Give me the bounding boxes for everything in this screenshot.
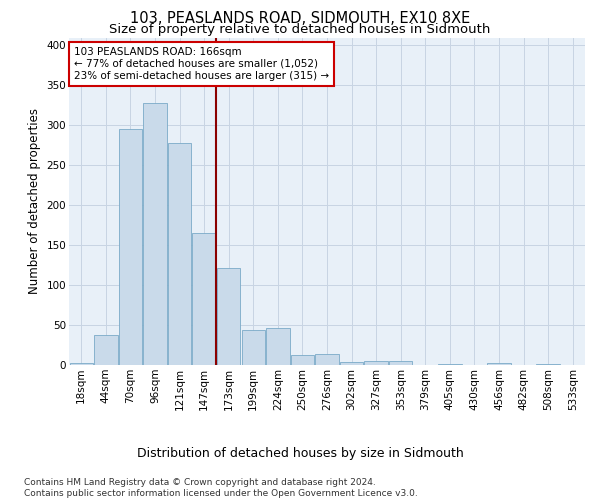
Bar xyxy=(70,362,93,365)
Text: Distribution of detached houses by size in Sidmouth: Distribution of detached houses by size … xyxy=(137,448,463,460)
Bar xyxy=(364,361,388,365)
Text: 103, PEASLANDS ROAD, SIDMOUTH, EX10 8XE: 103, PEASLANDS ROAD, SIDMOUTH, EX10 8XE xyxy=(130,11,470,26)
Text: Size of property relative to detached houses in Sidmouth: Size of property relative to detached ho… xyxy=(109,24,491,36)
Bar xyxy=(389,361,412,365)
Bar xyxy=(340,362,363,365)
Bar xyxy=(143,103,167,365)
Bar xyxy=(316,354,338,365)
Bar xyxy=(168,143,191,365)
Bar xyxy=(438,364,461,365)
Y-axis label: Number of detached properties: Number of detached properties xyxy=(28,108,41,294)
Text: 103 PEASLANDS ROAD: 166sqm
← 77% of detached houses are smaller (1,052)
23% of s: 103 PEASLANDS ROAD: 166sqm ← 77% of deta… xyxy=(74,48,329,80)
Bar xyxy=(119,130,142,365)
Bar xyxy=(291,354,314,365)
Bar xyxy=(242,330,265,365)
Bar xyxy=(193,233,216,365)
Bar xyxy=(487,364,511,365)
Bar xyxy=(94,334,118,365)
Bar xyxy=(217,268,241,365)
Bar xyxy=(536,364,560,365)
Text: Contains HM Land Registry data © Crown copyright and database right 2024.
Contai: Contains HM Land Registry data © Crown c… xyxy=(24,478,418,498)
Bar xyxy=(266,328,290,365)
